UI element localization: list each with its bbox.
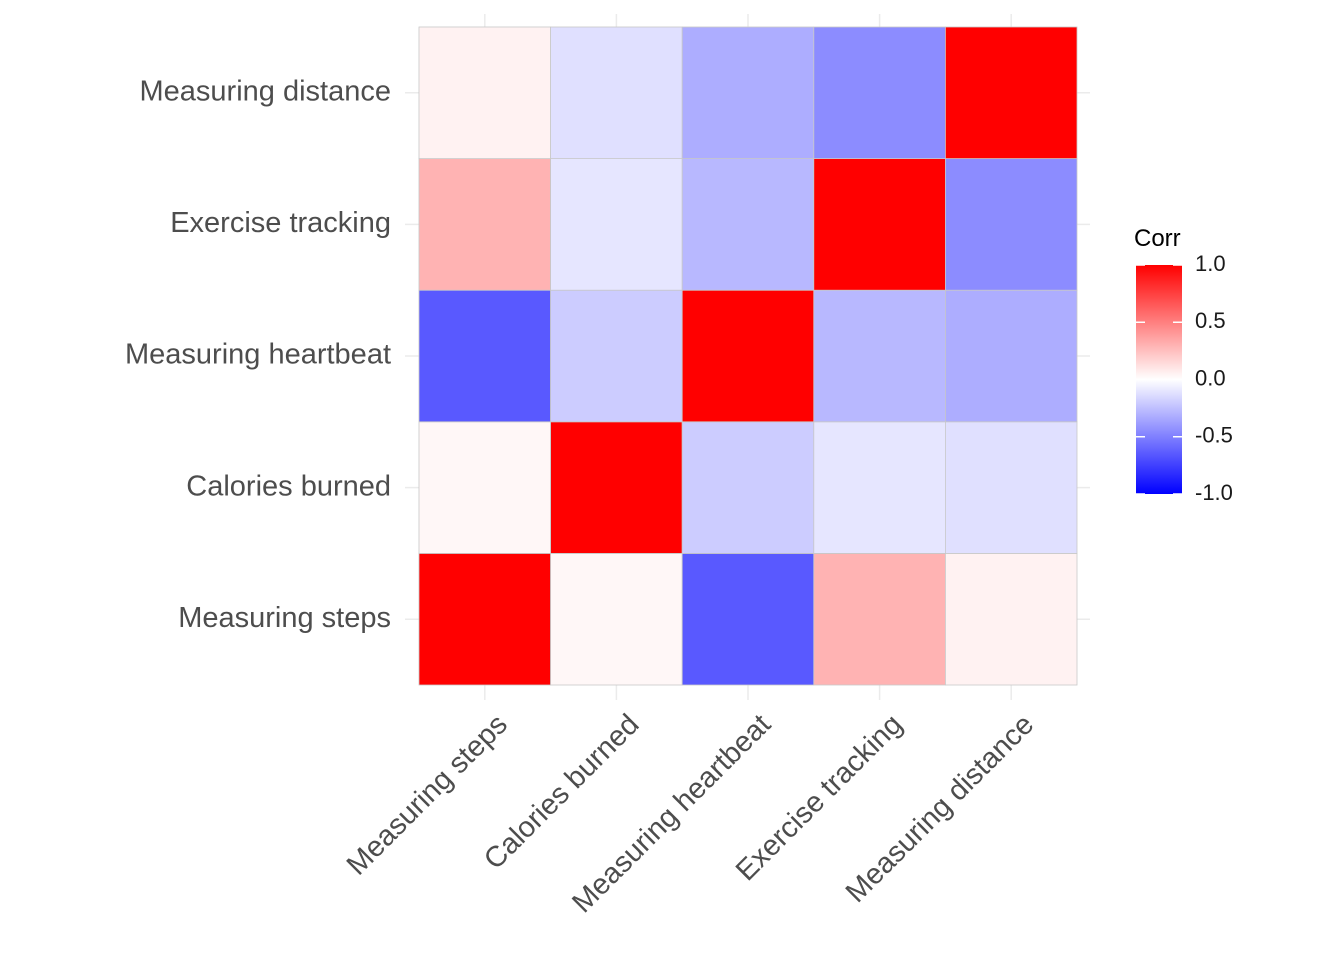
heatmap-cell bbox=[418, 158, 552, 291]
heatmap-cell bbox=[418, 553, 552, 686]
heatmap-cell bbox=[550, 26, 683, 160]
heatmap-cell bbox=[681, 553, 815, 686]
heatmap-cell bbox=[681, 158, 815, 291]
heatmap-cell bbox=[945, 289, 1078, 423]
heatmap-cell bbox=[813, 26, 946, 160]
heatmap-cell bbox=[418, 421, 552, 554]
heatmap-cell bbox=[550, 553, 683, 686]
y-tick-label: Measuring steps bbox=[178, 602, 391, 634]
legend-tick-label: -1.0 bbox=[1195, 480, 1233, 505]
heatmap-cell bbox=[681, 289, 815, 423]
heatmap-cell bbox=[945, 158, 1078, 291]
heatmap-cell bbox=[681, 26, 815, 160]
heatmap-cell bbox=[945, 553, 1078, 686]
y-tick-label: Exercise tracking bbox=[170, 207, 391, 239]
color-legend: Corr 1.0 0.5 0.0 -0.5 -1.0 bbox=[1134, 225, 1233, 505]
heatmap-cell bbox=[550, 289, 683, 423]
legend-tick-label: 0.0 bbox=[1195, 365, 1226, 390]
heatmap-cell bbox=[681, 421, 815, 554]
legend-tick-label: -0.5 bbox=[1195, 423, 1233, 448]
heatmap-cell bbox=[945, 26, 1078, 160]
y-tick-label: Calories burned bbox=[186, 470, 391, 502]
heatmap-tiles bbox=[418, 26, 1078, 686]
legend-tick-label: 1.0 bbox=[1195, 251, 1226, 276]
legend-tick-labels: 1.0 0.5 0.0 -0.5 -1.0 bbox=[1136, 251, 1233, 505]
heatmap-cell bbox=[550, 421, 683, 554]
y-tick-label: Measuring heartbeat bbox=[125, 339, 391, 371]
y-axis-tick-labels: Measuring steps Calories burned Measuring … bbox=[125, 75, 391, 633]
heatmap-cell bbox=[945, 421, 1078, 554]
heatmap-cell bbox=[813, 553, 946, 686]
heatmap-cell bbox=[813, 158, 946, 291]
y-tick-label: Measuring distance bbox=[140, 75, 391, 107]
heatmap-cell bbox=[418, 289, 552, 423]
heatmap-cell bbox=[813, 421, 946, 554]
legend-tick-label: 0.5 bbox=[1195, 308, 1226, 333]
heatmap-cell bbox=[550, 158, 683, 291]
heatmap-cell bbox=[813, 289, 946, 423]
heatmap-cell bbox=[418, 26, 552, 160]
legend-title: Corr bbox=[1134, 225, 1181, 252]
